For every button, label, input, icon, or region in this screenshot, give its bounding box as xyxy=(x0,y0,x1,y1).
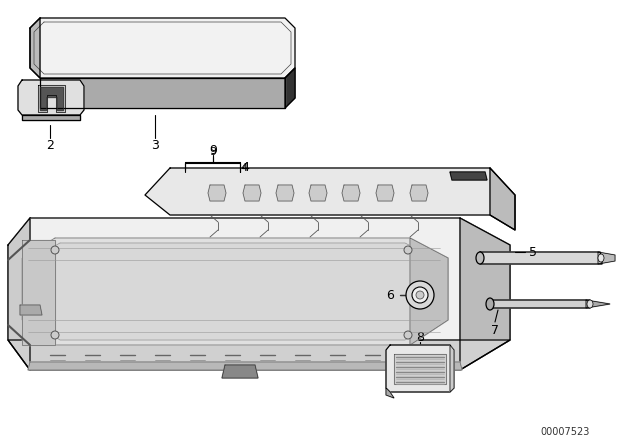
Polygon shape xyxy=(38,85,65,112)
Text: 8: 8 xyxy=(416,331,424,344)
Circle shape xyxy=(404,246,412,254)
Text: 3: 3 xyxy=(151,138,159,151)
Polygon shape xyxy=(40,78,285,108)
Polygon shape xyxy=(18,80,84,115)
Polygon shape xyxy=(386,388,394,398)
Polygon shape xyxy=(586,300,610,308)
Polygon shape xyxy=(410,238,448,345)
Polygon shape xyxy=(488,300,590,308)
Circle shape xyxy=(416,291,424,299)
Polygon shape xyxy=(460,218,510,370)
Text: 6: 6 xyxy=(386,289,394,302)
Polygon shape xyxy=(598,252,615,264)
Polygon shape xyxy=(478,252,602,264)
Polygon shape xyxy=(22,115,80,120)
Ellipse shape xyxy=(587,300,593,308)
Circle shape xyxy=(404,331,412,339)
Circle shape xyxy=(51,331,59,339)
Polygon shape xyxy=(450,345,454,392)
Polygon shape xyxy=(410,185,428,201)
Polygon shape xyxy=(394,354,446,384)
Polygon shape xyxy=(145,168,515,230)
Polygon shape xyxy=(22,238,448,345)
Polygon shape xyxy=(208,185,226,201)
Polygon shape xyxy=(222,365,258,378)
Circle shape xyxy=(412,287,428,303)
Polygon shape xyxy=(30,18,295,78)
Polygon shape xyxy=(28,243,440,340)
Text: 7: 7 xyxy=(491,323,499,336)
Polygon shape xyxy=(490,168,515,230)
Ellipse shape xyxy=(476,252,484,264)
Polygon shape xyxy=(276,185,294,201)
Polygon shape xyxy=(22,240,55,345)
Polygon shape xyxy=(450,172,487,180)
Polygon shape xyxy=(342,185,360,201)
Polygon shape xyxy=(376,185,394,201)
Text: 9: 9 xyxy=(209,143,217,156)
Text: 4: 4 xyxy=(241,160,249,173)
Polygon shape xyxy=(8,218,30,370)
Polygon shape xyxy=(28,362,462,370)
Polygon shape xyxy=(285,68,295,108)
Polygon shape xyxy=(8,218,510,370)
Polygon shape xyxy=(8,340,510,370)
Text: 2: 2 xyxy=(46,138,54,151)
Text: 4: 4 xyxy=(241,163,248,173)
Circle shape xyxy=(406,281,434,309)
Polygon shape xyxy=(20,305,42,315)
Ellipse shape xyxy=(598,254,604,262)
Ellipse shape xyxy=(486,298,494,310)
Text: 5: 5 xyxy=(529,246,537,258)
Polygon shape xyxy=(386,345,454,392)
Polygon shape xyxy=(309,185,327,201)
Circle shape xyxy=(51,246,59,254)
Polygon shape xyxy=(243,185,261,201)
Text: 00007523: 00007523 xyxy=(541,427,590,437)
Polygon shape xyxy=(40,87,63,110)
Polygon shape xyxy=(30,18,40,78)
Text: 9: 9 xyxy=(209,147,216,157)
